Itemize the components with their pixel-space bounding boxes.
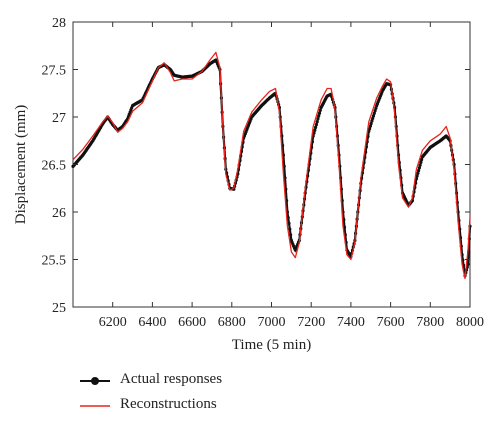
x-tick-label: 6400 [138, 315, 166, 330]
actual-point [372, 111, 376, 115]
y-tick-label: 28 [52, 16, 66, 31]
actual-point [314, 125, 318, 129]
x-tick-label: 6200 [99, 315, 127, 330]
x-tick-label: 7400 [337, 315, 365, 330]
legend-swatch-reconstructions [80, 405, 110, 407]
y-tick-label: 27 [52, 111, 66, 126]
actual-point [317, 114, 321, 118]
series-layer [71, 51, 472, 280]
actual-point [313, 128, 317, 132]
x-tick-label: 6800 [218, 315, 246, 330]
legend-label-reconstructions: Reconstructions [120, 396, 217, 412]
x-tick-label: 7200 [297, 315, 325, 330]
x-tick-label: 7600 [377, 315, 405, 330]
actual-point [373, 109, 377, 113]
actual-point [417, 169, 421, 173]
y-tick-label: 26 [52, 206, 66, 221]
actual-point [415, 174, 419, 178]
plot-frame [72, 21, 471, 308]
actual-point [368, 124, 372, 128]
chart: 6200 6400 6600 6800 7000 7200 7400 7600 7800 8000… [13, 16, 485, 353]
actual-point [289, 233, 293, 237]
x-tick-label: 7000 [258, 315, 286, 330]
actual-point [416, 171, 420, 175]
y-axis-label: Displacement (mm) [13, 105, 29, 225]
actual-point [371, 116, 375, 120]
legend-item-actual: Actual responses [78, 369, 338, 394]
actual-point [417, 166, 421, 170]
actual-point [368, 127, 372, 131]
actual-point [369, 122, 373, 126]
plot-border [72, 21, 471, 308]
legend-swatch-actual [80, 377, 110, 385]
x-axis-label: Time (5 min) [232, 337, 311, 353]
y-tick-label: 26.5 [42, 159, 67, 174]
actual-point [312, 131, 316, 135]
actual-point [318, 108, 322, 112]
legend-item-reconstructions: Reconstructions [78, 394, 338, 419]
y-tick-label: 27.5 [42, 64, 67, 79]
actual-point [418, 163, 422, 167]
actual-point [288, 227, 292, 231]
actual-point [316, 117, 320, 121]
actual-point [370, 119, 374, 123]
actual-point [371, 114, 376, 118]
actual-point [317, 111, 322, 115]
actual-point [419, 160, 423, 164]
ticks-layer: 6200 6400 6600 6800 7000 7200 7400 7600 7800 8000… [42, 16, 485, 330]
actual-point [374, 106, 378, 110]
x-tick-label: 7800 [416, 315, 444, 330]
series-actual-line [72, 58, 472, 276]
y-tick-label: 25 [52, 301, 66, 316]
x-tick-label: 8000 [456, 315, 484, 330]
actual-point [315, 120, 319, 124]
series-reconstructions-line [72, 51, 471, 280]
legend: Actual responses Reconstructions [78, 369, 338, 419]
actual-point [314, 123, 318, 127]
actual-point [420, 158, 424, 162]
actual-point [287, 221, 291, 225]
y-tick-label: 25.5 [42, 254, 67, 269]
x-tick-label: 6600 [178, 315, 206, 330]
legend-label-actual: Actual responses [120, 371, 223, 387]
